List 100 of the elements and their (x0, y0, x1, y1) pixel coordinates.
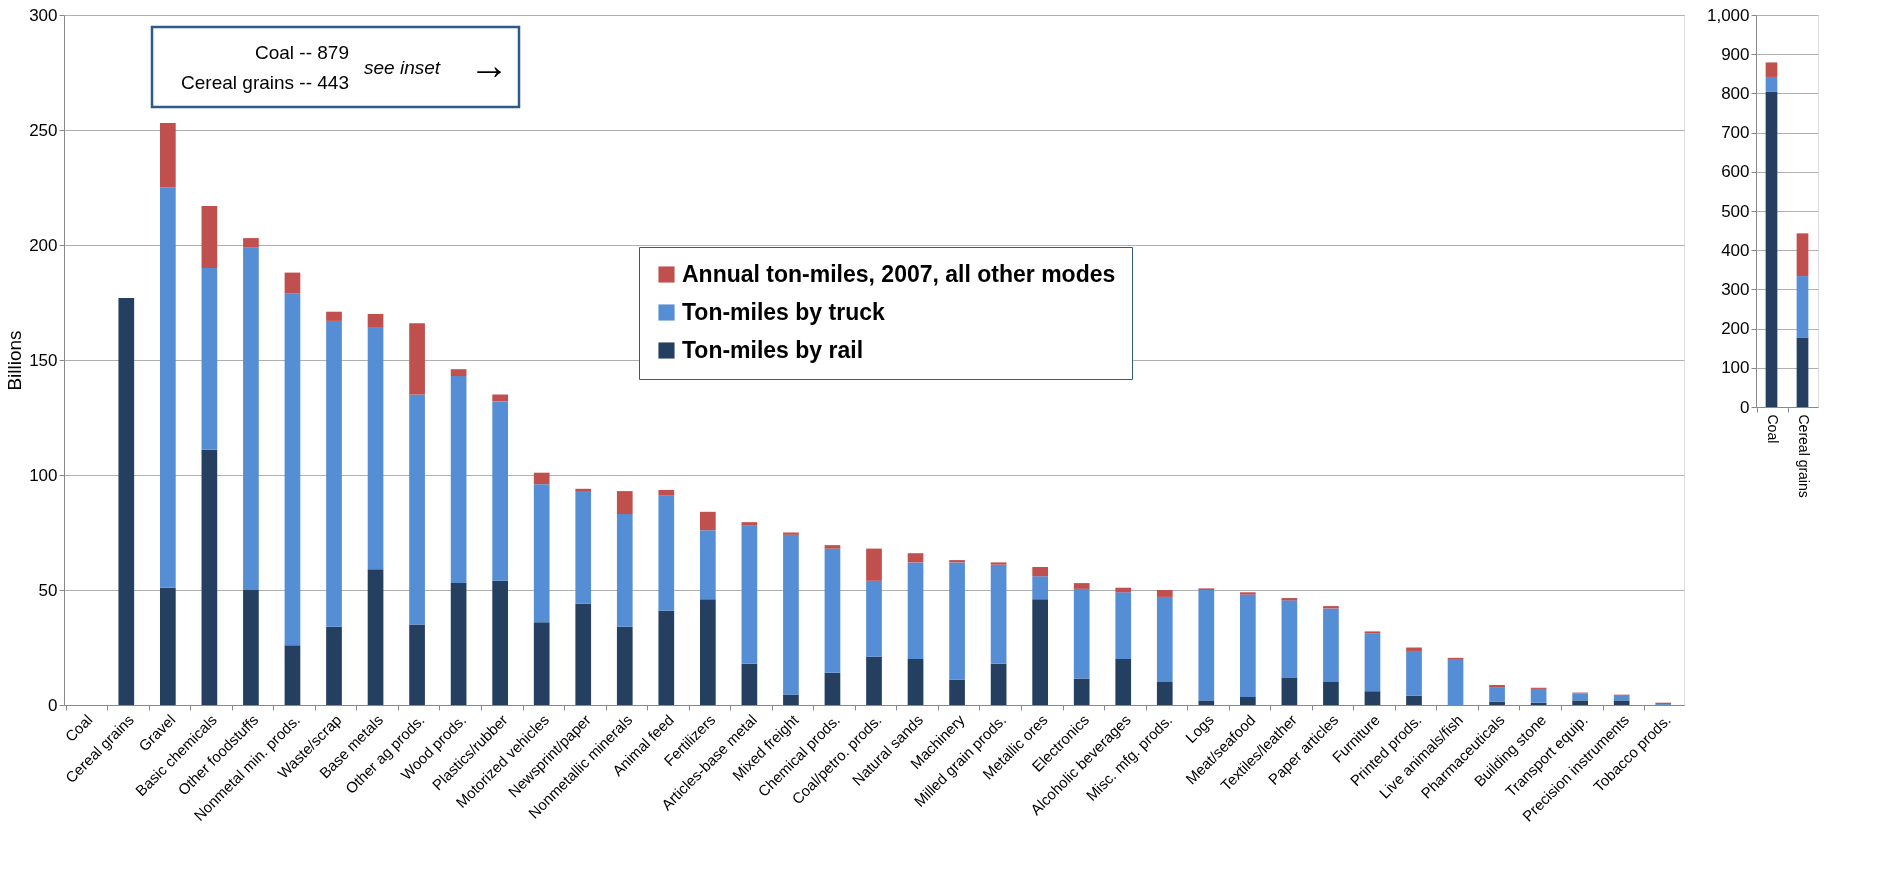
bar (326, 311, 342, 321)
y-axis-title: Billions (4, 330, 26, 391)
bar (1364, 691, 1381, 705)
x-tick-label: Cereal grains (1795, 414, 1812, 498)
bar (284, 272, 301, 294)
bar (160, 587, 176, 705)
bar (616, 626, 633, 705)
bar (741, 525, 758, 664)
bar (949, 679, 965, 705)
bar (284, 293, 301, 646)
bar (450, 376, 467, 584)
bar (1406, 650, 1422, 696)
x-tick-label: Coal (1764, 414, 1781, 444)
annotation: Cereal grains -- 443 (181, 72, 349, 93)
bar (1323, 608, 1339, 682)
bar (1765, 91, 1778, 407)
bar (1156, 682, 1173, 705)
y-tick-label: 700 (1721, 123, 1750, 143)
bar (1281, 600, 1298, 678)
bar (907, 562, 924, 659)
bar (1765, 76, 1778, 92)
bar (990, 564, 1007, 664)
bar (1198, 700, 1215, 705)
y-tick-label: 100 (1721, 358, 1750, 378)
annotation: → (469, 43, 509, 87)
bar (907, 659, 924, 705)
bar (866, 580, 882, 657)
bar (1156, 590, 1173, 597)
y-tick-label: 400 (1721, 240, 1750, 260)
annotation: see inset (364, 57, 441, 78)
bar (160, 123, 176, 188)
bar (949, 562, 965, 680)
bar (201, 205, 218, 268)
bar (533, 472, 550, 485)
legend-label: Ton-miles by rail (682, 336, 864, 363)
bar (367, 569, 384, 705)
bar (1073, 583, 1090, 589)
bar (1032, 567, 1048, 577)
bar (1240, 594, 1256, 697)
bar (409, 394, 425, 625)
bar (492, 580, 508, 705)
bar (326, 626, 342, 705)
bar (783, 694, 799, 705)
bar (201, 449, 218, 705)
bar (1796, 233, 1809, 277)
bar (1447, 659, 1464, 705)
bar (824, 548, 841, 673)
bar (118, 297, 135, 705)
bar (990, 663, 1007, 705)
y-tick-label: 300 (1721, 279, 1750, 299)
bar (243, 247, 259, 590)
bar (1489, 684, 1505, 688)
bar (1489, 687, 1505, 702)
bar (741, 522, 758, 526)
bar (1115, 592, 1132, 659)
bar (160, 187, 176, 588)
bar (533, 622, 550, 705)
bar (1156, 596, 1173, 682)
bar (700, 599, 716, 705)
y-tick-label: 800 (1721, 83, 1750, 103)
bar (575, 491, 592, 604)
bar (367, 327, 384, 570)
bar (409, 323, 425, 395)
y-tick-label: 1,000 (1706, 5, 1750, 25)
bar (1115, 659, 1132, 705)
bar (1073, 678, 1090, 705)
bar (575, 603, 592, 705)
bar (1364, 631, 1381, 634)
y-tick-label: 600 (1721, 162, 1750, 182)
bar (824, 672, 841, 705)
bar (243, 590, 259, 705)
bar (990, 562, 1007, 565)
y-tick-label: 0 (1740, 397, 1750, 417)
bar (783, 534, 799, 695)
bar (866, 656, 882, 705)
bar (658, 495, 675, 611)
bar (1198, 590, 1215, 701)
y-tick-label: 900 (1721, 44, 1750, 64)
legend-label: Annual ton-miles, 2007, all other modes (682, 260, 1116, 287)
bar (616, 514, 633, 627)
bar (1796, 276, 1809, 338)
bar (1613, 700, 1630, 705)
bar (907, 553, 924, 563)
legend-label: Ton-miles by truck (682, 298, 885, 325)
bar (1240, 592, 1256, 595)
y-tick-label: 150 (29, 350, 58, 370)
bar (492, 401, 508, 581)
bar (201, 268, 218, 450)
y-tick-label: 50 (38, 580, 58, 600)
y-tick-label: 200 (29, 235, 58, 255)
bar (1323, 682, 1339, 705)
y-tick-label: 500 (1721, 201, 1750, 221)
bar (533, 484, 550, 623)
bar (1572, 700, 1588, 705)
bar (1530, 688, 1547, 703)
bar (1281, 677, 1298, 705)
bar (409, 624, 425, 705)
y-tick-label: 200 (1721, 319, 1750, 339)
bar (1032, 599, 1048, 705)
y-tick-label: 300 (29, 5, 58, 25)
